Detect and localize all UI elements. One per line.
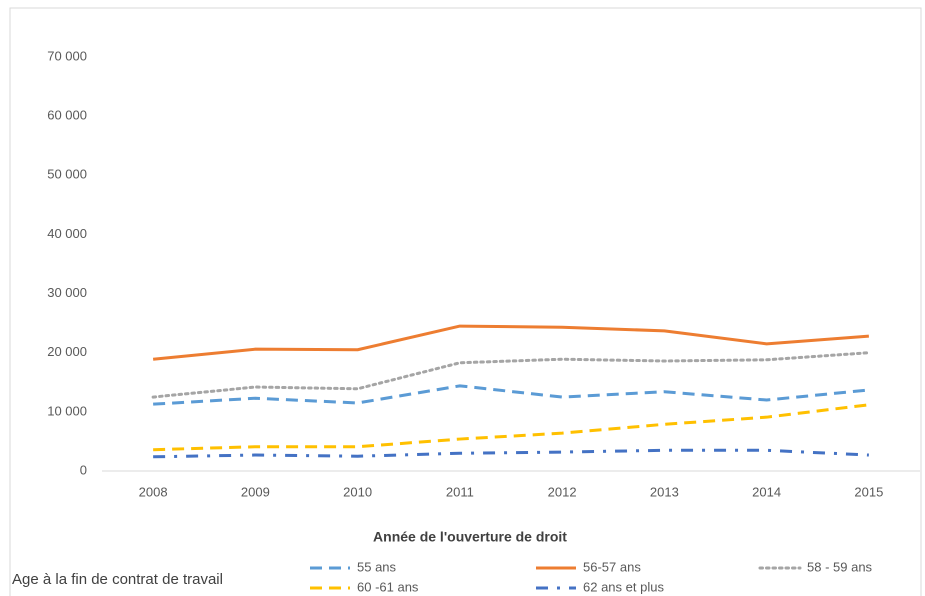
x-tick-label: 2008: [139, 484, 168, 499]
y-tick-label: 70 000: [47, 48, 87, 63]
series-line: [153, 403, 870, 452]
x-tick-label: 2014: [752, 484, 781, 499]
legend-title: Age à la fin de contrat de travail: [12, 571, 223, 588]
y-tick-label: 10 000: [47, 403, 87, 418]
x-tick-label: 2013: [650, 484, 679, 499]
legend-label: 58 - 59 ans: [807, 559, 873, 574]
y-tick-label: 30 000: [47, 285, 87, 300]
legend-label: 62 ans et plus: [583, 579, 664, 594]
y-tick-label: 0: [80, 462, 87, 477]
legend-label: 56-57 ans: [583, 559, 641, 574]
series-line: [153, 448, 869, 459]
legend-label: 60 -61 ans: [357, 579, 419, 594]
x-tick-label: 2010: [343, 484, 372, 499]
y-tick-label: 20 000: [47, 344, 87, 359]
x-tick-label: 2015: [854, 484, 883, 499]
series-line: [152, 324, 869, 361]
x-tick-label: 2009: [241, 484, 270, 499]
y-tick-label: 40 000: [47, 226, 87, 241]
y-tick-label: 50 000: [47, 167, 87, 182]
legend-label: 55 ans: [357, 559, 397, 574]
x-tick-label: 2012: [548, 484, 577, 499]
x-tick-label: 2011: [446, 484, 474, 499]
x-axis-title: Année de l'ouverture de droit: [373, 529, 567, 545]
y-tick-label: 60 000: [47, 108, 87, 123]
series-line: [153, 384, 870, 406]
chart-frame: [9, 7, 922, 596]
series-line: [151, 351, 871, 399]
